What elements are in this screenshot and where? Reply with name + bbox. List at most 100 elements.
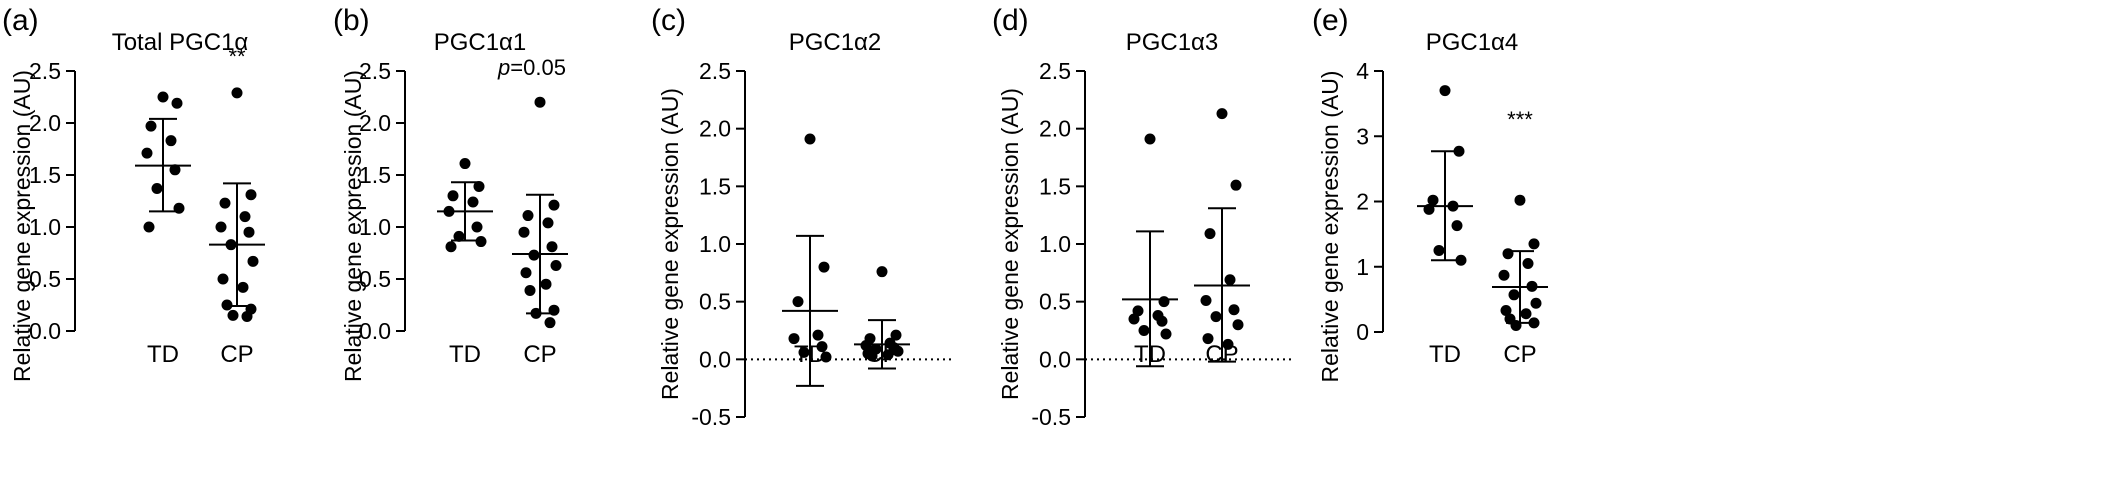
- data-point: [1158, 296, 1170, 308]
- y-tick-label: 0.0: [359, 318, 391, 344]
- data-point: [1224, 274, 1236, 286]
- data-point: [1433, 244, 1445, 256]
- data-point: [1128, 313, 1140, 325]
- data-point: [225, 239, 237, 251]
- data-point: [792, 296, 804, 308]
- chart-title: PGC1α1: [434, 29, 527, 56]
- data-point: [892, 345, 904, 357]
- panel-a: (a) Total PGC1α 0.0 0.5 1.0 1.5 2.0 2.5Relative…: [2, 4, 265, 382]
- data-point: [540, 278, 552, 290]
- y-tick-label: 0.5: [359, 266, 391, 292]
- data-point: [1222, 338, 1234, 350]
- data-point: [217, 273, 229, 285]
- data-point: [1427, 194, 1439, 206]
- x-tick-label: CP: [523, 341, 556, 368]
- data-point: [447, 190, 459, 202]
- data-point: [171, 97, 183, 109]
- x-tick-label: TD: [449, 341, 481, 368]
- data-point: [876, 266, 888, 278]
- y-tick-label: 1: [1356, 254, 1369, 280]
- y-tick-label: 0.0: [1039, 346, 1071, 372]
- error-bar-cp: [1194, 207, 1250, 363]
- data-point: [239, 211, 251, 223]
- data-point: [1210, 311, 1222, 323]
- y-axis-label: Relative gene expression (AU): [9, 70, 35, 382]
- panel-c: (c) PGC1α2 -0.5 0.0 0.5 1.0 1.5 2.0 2.5 Relative …: [651, 4, 955, 430]
- data-point: [1160, 328, 1172, 340]
- data-point: [143, 221, 155, 233]
- y-tick-label: 1.0: [1039, 231, 1071, 257]
- data-point: [1514, 194, 1526, 206]
- data-point: [221, 299, 233, 311]
- data-point: [1202, 333, 1214, 345]
- error-bar-cp: [209, 182, 265, 308]
- data-point: [518, 226, 530, 238]
- y-axis-label: Relative gene expression (AU): [340, 70, 366, 382]
- data-point: [804, 133, 816, 145]
- y-tick-label: 2.0: [29, 110, 61, 136]
- y-tick-label: -0.5: [1031, 404, 1071, 430]
- y-tick-label: 1.5: [699, 173, 731, 199]
- data-point: [866, 350, 878, 362]
- data-point: [798, 346, 810, 358]
- y-tick-label: 0.5: [29, 266, 61, 292]
- data-point: [1216, 108, 1228, 120]
- panel-d: (d) PGC1α3 -0.5 0.0 0.5 1.0 1.5 2.0 2.5 Relative …: [992, 4, 1295, 430]
- data-point: [1232, 319, 1244, 331]
- y-tick-label: 2.5: [29, 58, 61, 84]
- x-tick-label: CP: [220, 341, 253, 368]
- data-point: [534, 96, 546, 108]
- y-tick-label: 0: [1356, 319, 1369, 345]
- data-point: [1500, 304, 1512, 316]
- panel-label: (e): [1312, 4, 1349, 37]
- data-point: [1453, 145, 1465, 157]
- data-point: [141, 147, 153, 159]
- y-tick-label: 0.0: [29, 318, 61, 344]
- data-point: [157, 91, 169, 103]
- y-tick-label: 4: [1356, 58, 1369, 84]
- y-tick-label: 0.5: [1039, 289, 1071, 315]
- error-bar-cp: [512, 193, 568, 315]
- error-bar-cp: [1492, 250, 1548, 324]
- chart-title: PGC1α4: [1426, 29, 1519, 56]
- data-point: [1510, 319, 1522, 331]
- data-point: [1200, 295, 1212, 307]
- data-point: [1204, 228, 1216, 240]
- y-axis-label: Relative gene expression (AU): [997, 88, 1023, 400]
- y-tick-label: 1.0: [29, 214, 61, 240]
- data-point: [1528, 317, 1540, 329]
- x-tick-label: TD: [147, 341, 179, 368]
- data-point: [1498, 269, 1510, 281]
- data-point: [820, 351, 832, 363]
- annotation-value: =0.05: [510, 55, 566, 80]
- data-point: [528, 249, 540, 261]
- data-point: [471, 221, 483, 233]
- panel-e: (e) PGC1α4 0 1 2 3 4 Relative gene expression (…: [1312, 4, 1548, 382]
- data-point: [882, 349, 894, 361]
- data-point: [475, 236, 487, 248]
- error-bar-td: [1122, 230, 1178, 368]
- y-tick-label: 1.0: [699, 231, 731, 257]
- data-point: [550, 259, 562, 271]
- panel-label: (c): [651, 4, 686, 37]
- data-point: [245, 189, 257, 201]
- y-axis-label: Relative gene expression (AU): [1317, 71, 1343, 383]
- data-point: [1156, 315, 1168, 327]
- data-point: [165, 135, 177, 147]
- data-point: [453, 230, 465, 242]
- data-point: [530, 307, 542, 319]
- y-tick-label: 2: [1356, 189, 1369, 215]
- y-tick-label: 2.5: [699, 58, 731, 84]
- data-point: [219, 197, 231, 209]
- y-tick-label: 0.5: [699, 289, 731, 315]
- data-point: [443, 205, 455, 217]
- data-point: [812, 329, 824, 341]
- data-point: [520, 267, 532, 279]
- x-tick-label: TD: [1429, 341, 1461, 368]
- data-point: [1526, 280, 1538, 292]
- data-point: [243, 226, 255, 238]
- data-point: [1530, 297, 1542, 309]
- data-point: [1447, 200, 1459, 212]
- data-point: [816, 341, 828, 353]
- data-point: [215, 221, 227, 233]
